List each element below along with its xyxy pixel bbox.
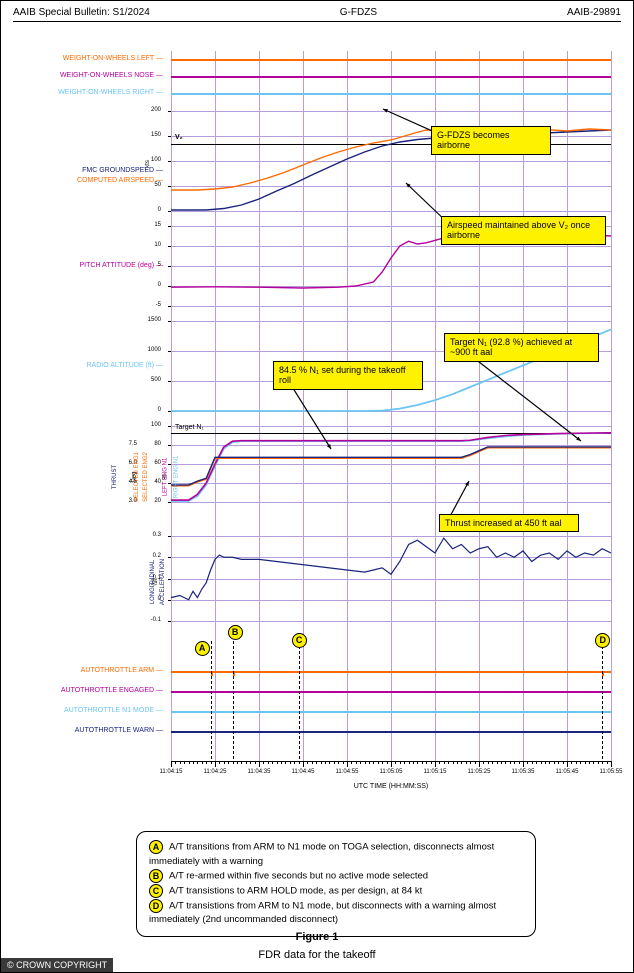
header-left: AAIB Special Bulletin: S1/2024 bbox=[13, 7, 150, 18]
ytick-label: 80 bbox=[154, 441, 161, 447]
ytick-label: 20 bbox=[154, 498, 161, 504]
header-center: G-FDZS bbox=[340, 7, 377, 18]
legend-row-c: C A/T transistions to ARM HOLD mode, as p… bbox=[149, 884, 523, 899]
ytick-label: 100 bbox=[151, 422, 161, 428]
ytick-label: 500 bbox=[151, 377, 161, 383]
deg-unit: Deg bbox=[132, 471, 138, 482]
page-frame: AAIB Special Bulletin: S1/2024 G-FDZS AA… bbox=[0, 0, 634, 973]
ytick-label: 0 bbox=[158, 207, 161, 213]
callout-c3: Target N₁ (92.8 %) achieved at ~900 ft a… bbox=[444, 333, 599, 362]
legend-text-c: A/T transistions to ARM HOLD mode, as pe… bbox=[169, 885, 422, 896]
header-rule bbox=[13, 21, 621, 22]
callout-c1: G-FDZS becomes airborne bbox=[431, 126, 551, 155]
ytick-label: 40 bbox=[154, 479, 161, 485]
panel-label: AUTOTHROTTLE ARM — bbox=[81, 667, 163, 674]
legend-row-b: B A/T re-armed within five seconds but no… bbox=[149, 869, 523, 884]
accel-label-2: ACCELERATION bbox=[160, 558, 166, 604]
panel-label: WEIGHT-ON-WHEELS RIGHT — bbox=[58, 89, 163, 96]
panel-label: WEIGHT-ON-WHEELS LEFT — bbox=[63, 55, 163, 62]
panel-label: AUTOTHROTTLE WARN — bbox=[75, 727, 163, 734]
panel-label: RADIO ALTITUDE (ft) — bbox=[87, 362, 164, 369]
ytick-label: 200 bbox=[151, 107, 161, 113]
thrust-axis-label: SELECTED ENG2 bbox=[143, 452, 149, 502]
ytick-label: 0 bbox=[158, 282, 161, 288]
legend-marker-c: C bbox=[149, 884, 163, 898]
ytick-label: 1000 bbox=[148, 347, 161, 353]
legend-text-a: A/T transitions from ARM to N1 mode on T… bbox=[149, 842, 494, 867]
event-legend-box: AA/T transitions from ARM to N1 mode on … bbox=[136, 831, 536, 937]
callout-c4: 84.5 % N₁ set during the takeoff roll bbox=[273, 361, 423, 390]
panel-label: COMPUTED AIRSPEED — bbox=[77, 177, 163, 184]
panel-label: FMC GROUNDSPEED — bbox=[82, 167, 163, 174]
header-right: AAIB-29891 bbox=[567, 7, 621, 18]
ytick-label: -5 bbox=[156, 302, 161, 308]
copyright-badge: © CROWN COPYRIGHT bbox=[1, 958, 113, 972]
ytick-label: -0.1 bbox=[151, 617, 161, 623]
ytick-deg: 7.5 bbox=[129, 441, 137, 447]
fdr-chart: 11:04:1511:04:2511:04:3511:04:4511:04:55… bbox=[11, 51, 623, 811]
panel-label: WEIGHT-ON-WHEELS NOSE — bbox=[60, 72, 163, 79]
callout-c2: Airspeed maintained above V₂ once airbor… bbox=[441, 216, 606, 245]
callout-arrow bbox=[171, 51, 611, 791]
legend-marker-d: D bbox=[149, 899, 163, 913]
pct-unit: % bbox=[163, 474, 169, 479]
g-unit: (g) bbox=[152, 578, 158, 585]
legend-text-b: A/T re-armed within five seconds but no … bbox=[169, 871, 428, 882]
xtick-mark bbox=[611, 761, 612, 767]
ytick-label: 0.3 bbox=[153, 532, 161, 538]
grid-vline bbox=[611, 51, 612, 761]
ytick-label: 15 bbox=[154, 222, 161, 228]
legend-row-d: DA/T transistions from ARM to N1 mode, b… bbox=[149, 899, 523, 928]
header-bar: AAIB Special Bulletin: S1/2024 G-FDZS AA… bbox=[13, 7, 621, 18]
figure-label: Figure 1 bbox=[1, 931, 633, 943]
ytick-label: 150 bbox=[151, 132, 161, 138]
legend-row-a: AA/T transitions from ARM to N1 mode on … bbox=[149, 840, 523, 869]
panel-label: AUTOTHROTTLE ENGAGED — bbox=[61, 687, 163, 694]
legend-text-d: A/T transistions from ARM to N1 mode, bu… bbox=[149, 900, 496, 925]
ytick-label: 100 bbox=[151, 157, 161, 163]
ytick-label: 0 bbox=[158, 407, 161, 413]
panel-label: PITCH ATTITUDE (deg) — bbox=[80, 262, 164, 269]
legend-marker-b: B bbox=[149, 869, 163, 883]
callout-c5: Thrust increased at 450 ft aal bbox=[439, 514, 579, 532]
thrust-axis-label: THRUST bbox=[112, 464, 118, 488]
ytick-label: 60 bbox=[154, 460, 161, 466]
legend-marker-a: A bbox=[149, 840, 163, 854]
ytick-label: 10 bbox=[154, 242, 161, 248]
ytick-label: 1500 bbox=[148, 317, 161, 323]
plot-area: 11:04:1511:04:2511:04:3511:04:4511:04:55… bbox=[171, 51, 611, 791]
panel-label: AUTOTHROTTLE N1 MODE — bbox=[64, 707, 163, 714]
